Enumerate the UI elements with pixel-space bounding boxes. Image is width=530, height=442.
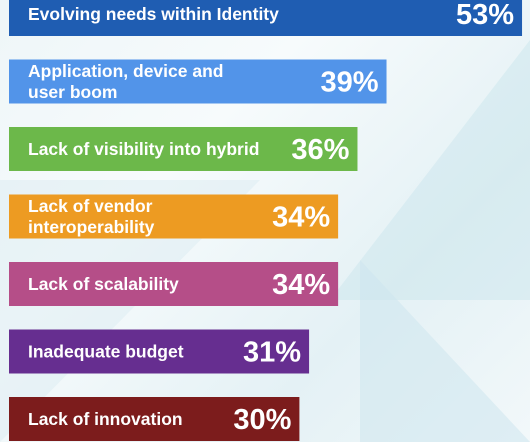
bar-value-label: 34% — [272, 269, 330, 301]
bar-value-label: 36% — [291, 134, 349, 166]
bar-category-label: Lack of innovation — [28, 409, 183, 429]
bar-category-label-line: Inadequate budget — [28, 342, 184, 362]
bar-category-label-line: Lack of scalability — [28, 274, 179, 294]
bar — [9, 59, 387, 104]
bar-category-label: Application, device and user boom — [28, 61, 223, 102]
bar-category-label-line: user boom — [28, 82, 117, 102]
bar — [9, 329, 310, 374]
background-facet — [360, 260, 530, 442]
bar-value-label: 30% — [233, 404, 291, 436]
bar-group: Inadequate budget 31% — [9, 329, 310, 374]
bar-group: Lack of innovation 30% — [9, 397, 300, 441]
bar — [9, 127, 358, 171]
bar-group: Lack of vendor interoperability 34% — [9, 194, 339, 239]
bar-category-label: Lack of vendor interoperability — [28, 196, 155, 237]
bar-category-label-line: Lack of innovation — [28, 409, 183, 429]
bar-category-label: Evolving needs within Identity — [28, 4, 279, 24]
bar-category-label-line: Lack of visibility into hybrid — [28, 139, 259, 159]
bar-category-label-line: interoperability — [28, 217, 155, 237]
bar-group: Evolving needs within Identity 53% — [9, 0, 523, 36]
bar-category-label-line: Lack of vendor — [28, 196, 153, 216]
bar-group: Application, device and user boom 39% — [9, 59, 387, 104]
bar-value-label: 53% — [456, 0, 514, 31]
bar — [9, 194, 339, 239]
bar — [9, 397, 300, 441]
bar-category-label-line: Evolving needs within Identity — [28, 4, 279, 24]
bar-category-label: Lack of visibility into hybrid — [28, 139, 259, 159]
bar-value-label: 39% — [320, 67, 378, 99]
bar — [9, 0, 523, 36]
bar-category-label-line: Application, device and — [28, 61, 223, 81]
bar-value-label: 31% — [243, 337, 301, 369]
bar-value-label: 34% — [272, 202, 330, 234]
bar-group: Lack of scalability 34% — [9, 262, 339, 306]
bar — [9, 262, 339, 306]
bar-category-label: Lack of scalability — [28, 274, 179, 294]
bar-group: Lack of visibility into hybrid 36% — [9, 127, 358, 171]
bar-category-label: Inadequate budget — [28, 342, 184, 362]
